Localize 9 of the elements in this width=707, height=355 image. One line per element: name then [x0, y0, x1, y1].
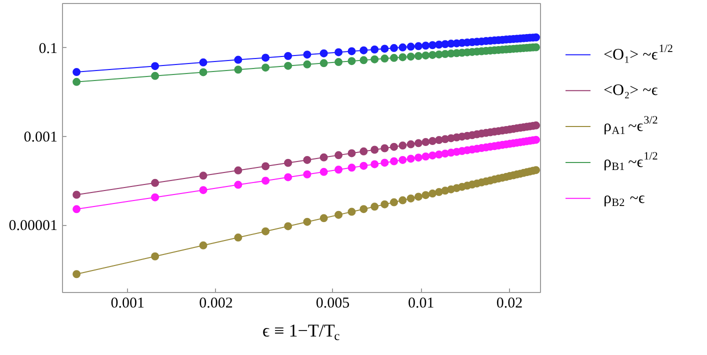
x-tick-label: 0.002 [199, 296, 233, 312]
x-tick-label: 0.02 [496, 296, 523, 312]
legend-label: <O₂> ~ϵ [604, 82, 658, 100]
x-tick-label: 0.01 [408, 296, 434, 312]
y-tick-label: 0.001 [24, 129, 58, 146]
y-tick-label: 0.1 [38, 40, 58, 57]
y-tick-label: 0.00001 [8, 218, 58, 234]
x-tick-label: 0.005 [316, 296, 350, 312]
x-tick-label: 0.001 [110, 296, 144, 312]
